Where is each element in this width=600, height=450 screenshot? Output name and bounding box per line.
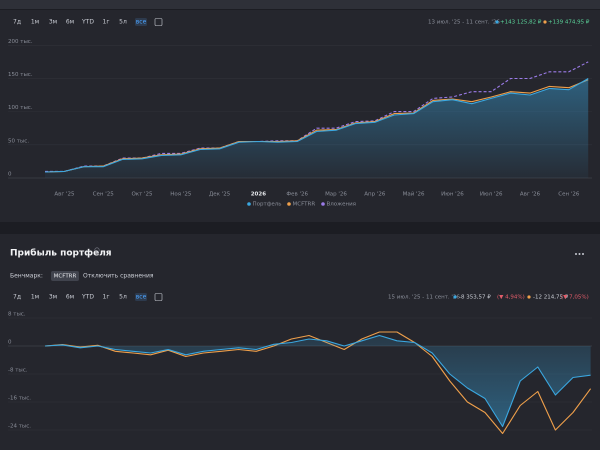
- y-tick-label: -16 тыс.: [8, 396, 31, 402]
- calendar-icon[interactable]: [154, 18, 163, 26]
- menu-icon[interactable]: [575, 253, 584, 255]
- series-dot: [543, 20, 547, 24]
- period-button[interactable]: 6м: [66, 19, 74, 26]
- x-tick-label: Сен '25: [93, 192, 115, 198]
- x-tick-label: Мар '26: [325, 192, 347, 198]
- y-tick-label: 200 тыс.: [8, 39, 33, 45]
- y-tick-label: -24 тыс.: [8, 424, 31, 430]
- series-line: [44, 78, 589, 173]
- period-active-bg: [135, 18, 147, 26]
- series-dot: [495, 20, 499, 24]
- panel-title: Прибыль портфеля: [10, 248, 112, 259]
- period-button[interactable]: 1м: [31, 294, 39, 301]
- top-banner: [0, 0, 600, 9]
- x-tick-label: Авг '26: [520, 192, 541, 198]
- x-tick-label: Окт '25: [131, 192, 153, 198]
- calendar-icon[interactable]: [154, 293, 163, 301]
- series-total: +139 474,95 ₽: [548, 20, 590, 26]
- period-button[interactable]: 1м: [31, 19, 39, 26]
- period-button[interactable]: 3м: [49, 19, 57, 26]
- period-button[interactable]: все: [136, 19, 147, 26]
- x-tick-label: Дек '25: [209, 192, 231, 198]
- x-tick-label: Июл '26: [480, 192, 503, 198]
- legend-label[interactable]: MCFTRR: [293, 202, 316, 208]
- period-button[interactable]: YTD: [81, 294, 94, 301]
- period-button[interactable]: 1г: [103, 294, 110, 301]
- dot: [575, 253, 577, 255]
- series-total: +143 125,82 ₽: [500, 20, 542, 26]
- x-tick-label: Авг '25: [54, 192, 75, 198]
- x-tick-label: Июн '26: [441, 192, 464, 198]
- x-tick-label: 2026: [251, 192, 266, 198]
- info-icon[interactable]: [94, 247, 100, 253]
- y-tick-label: 50 тыс.: [8, 138, 29, 144]
- y-tick-label: 100 тыс.: [8, 105, 33, 111]
- period-button[interactable]: YTD: [81, 19, 94, 26]
- x-tick-label: Ноя '25: [170, 192, 192, 198]
- series-line: [44, 334, 591, 428]
- series-total: -8 353,57 ₽: [459, 295, 491, 301]
- period-button[interactable]: 7д: [13, 294, 21, 301]
- legend-dot: [247, 202, 251, 206]
- area: [45, 78, 589, 178]
- period-button[interactable]: 3м: [49, 294, 57, 301]
- period-button[interactable]: 7д: [13, 19, 21, 26]
- period-button[interactable]: 5л: [119, 19, 127, 26]
- legend-dot: [287, 202, 291, 206]
- y-tick-label: 150 тыс.: [8, 72, 33, 78]
- x-tick-label: Апр '26: [364, 192, 386, 198]
- series-line: [44, 79, 589, 173]
- series-line: [44, 331, 592, 435]
- period-button[interactable]: 6м: [66, 294, 74, 301]
- date-range: 15 июл. '25 - 11 сент. '26: [388, 295, 460, 301]
- series-change: (▼ 7,05%): [561, 295, 589, 301]
- y-tick-label: 8 тыс.: [8, 312, 26, 318]
- legend-label[interactable]: Портфель: [253, 202, 282, 208]
- benchmark-label: Бенчмарк:: [10, 273, 43, 280]
- series-dot: [453, 295, 457, 299]
- dot: [582, 253, 584, 255]
- period-active-bg: [135, 293, 147, 301]
- series-dot: [527, 295, 531, 299]
- x-tick-label: Май '26: [403, 191, 425, 198]
- period-button[interactable]: все: [136, 294, 147, 301]
- series-change: (▼ 4,94%): [497, 295, 525, 301]
- benchmark-pill[interactable]: [51, 271, 79, 281]
- disable-compare[interactable]: Отключить сравнения: [83, 273, 154, 280]
- dot: [578, 253, 581, 255]
- date-range: 13 июл. '25 - 11 сент. '26: [428, 20, 500, 26]
- series-total: -12 214,75 ₽: [533, 295, 569, 301]
- legend-label[interactable]: Вложения: [327, 202, 356, 208]
- period-button[interactable]: 5л: [119, 294, 127, 301]
- benchmark-name: MCFTRR: [54, 274, 77, 280]
- x-tick-label: Фев '26: [286, 192, 308, 198]
- y-tick-label: 0: [8, 340, 12, 346]
- x-tick-label: Сен '26: [558, 192, 580, 198]
- area: [45, 335, 591, 427]
- y-tick-label: 0: [8, 172, 12, 178]
- y-tick-label: -8 тыс.: [8, 368, 28, 374]
- legend-dot: [321, 202, 325, 206]
- period-button[interactable]: 1г: [103, 19, 110, 26]
